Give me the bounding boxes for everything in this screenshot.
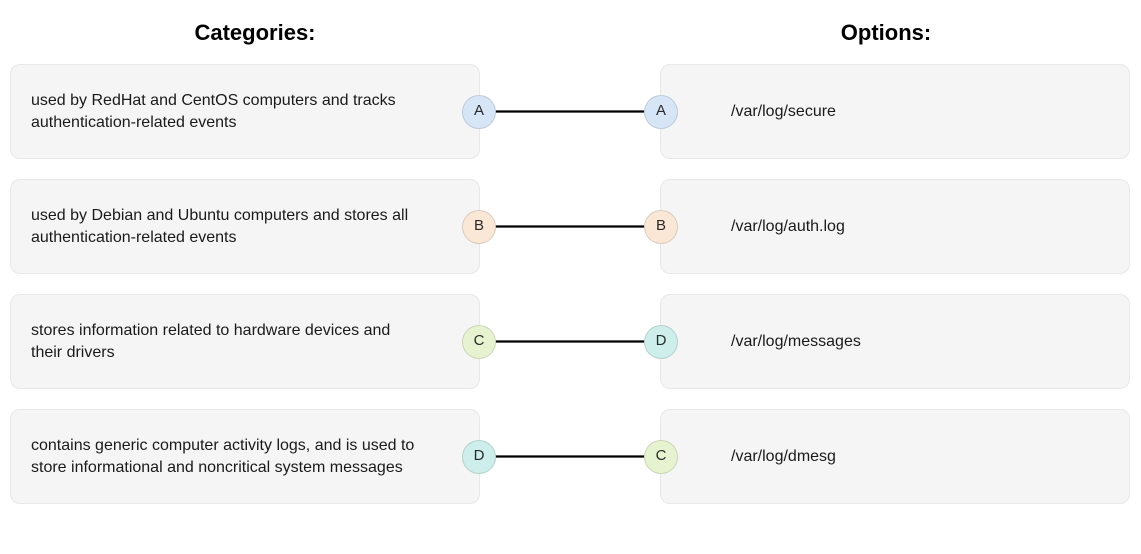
match-row: used by RedHat and CentOS computers and … — [10, 64, 1131, 159]
category-badge[interactable]: A — [462, 95, 496, 129]
option-card[interactable]: D/var/log/messages — [660, 294, 1130, 389]
row-gap — [480, 179, 660, 274]
option-text: /var/log/auth.log — [731, 216, 845, 238]
category-card[interactable]: contains generic computer activity logs,… — [10, 409, 480, 504]
option-card[interactable]: A/var/log/secure — [660, 64, 1130, 159]
match-row: contains generic computer activity logs,… — [10, 409, 1131, 504]
row-gap — [480, 409, 660, 504]
match-row: stores information related to hardware d… — [10, 294, 1131, 389]
option-text: /var/log/messages — [731, 331, 861, 353]
match-row: used by Debian and Ubuntu computers and … — [10, 179, 1131, 274]
categories-heading: Categories: — [20, 20, 490, 46]
rows-wrapper: used by RedHat and CentOS computers and … — [10, 64, 1131, 504]
matching-diagram: Categories: Options: used by RedHat and … — [0, 0, 1141, 554]
option-text: /var/log/dmesg — [731, 446, 836, 468]
option-badge[interactable]: D — [644, 325, 678, 359]
option-text: /var/log/secure — [731, 101, 836, 123]
option-badge[interactable]: B — [644, 210, 678, 244]
category-text: used by RedHat and CentOS computers and … — [31, 90, 424, 133]
options-heading: Options: — [651, 20, 1121, 46]
category-badge[interactable]: C — [462, 325, 496, 359]
category-text: contains generic computer activity logs,… — [31, 435, 424, 478]
category-text: stores information related to hardware d… — [31, 320, 424, 363]
headers-row: Categories: Options: — [10, 20, 1131, 46]
category-badge[interactable]: B — [462, 210, 496, 244]
option-badge[interactable]: A — [644, 95, 678, 129]
option-card[interactable]: C/var/log/dmesg — [660, 409, 1130, 504]
category-card[interactable]: stores information related to hardware d… — [10, 294, 480, 389]
category-card[interactable]: used by RedHat and CentOS computers and … — [10, 64, 480, 159]
option-card[interactable]: B/var/log/auth.log — [660, 179, 1130, 274]
category-badge[interactable]: D — [462, 440, 496, 474]
category-text: used by Debian and Ubuntu computers and … — [31, 205, 424, 248]
row-gap — [480, 294, 660, 389]
row-gap — [480, 64, 660, 159]
category-card[interactable]: used by Debian and Ubuntu computers and … — [10, 179, 480, 274]
option-badge[interactable]: C — [644, 440, 678, 474]
